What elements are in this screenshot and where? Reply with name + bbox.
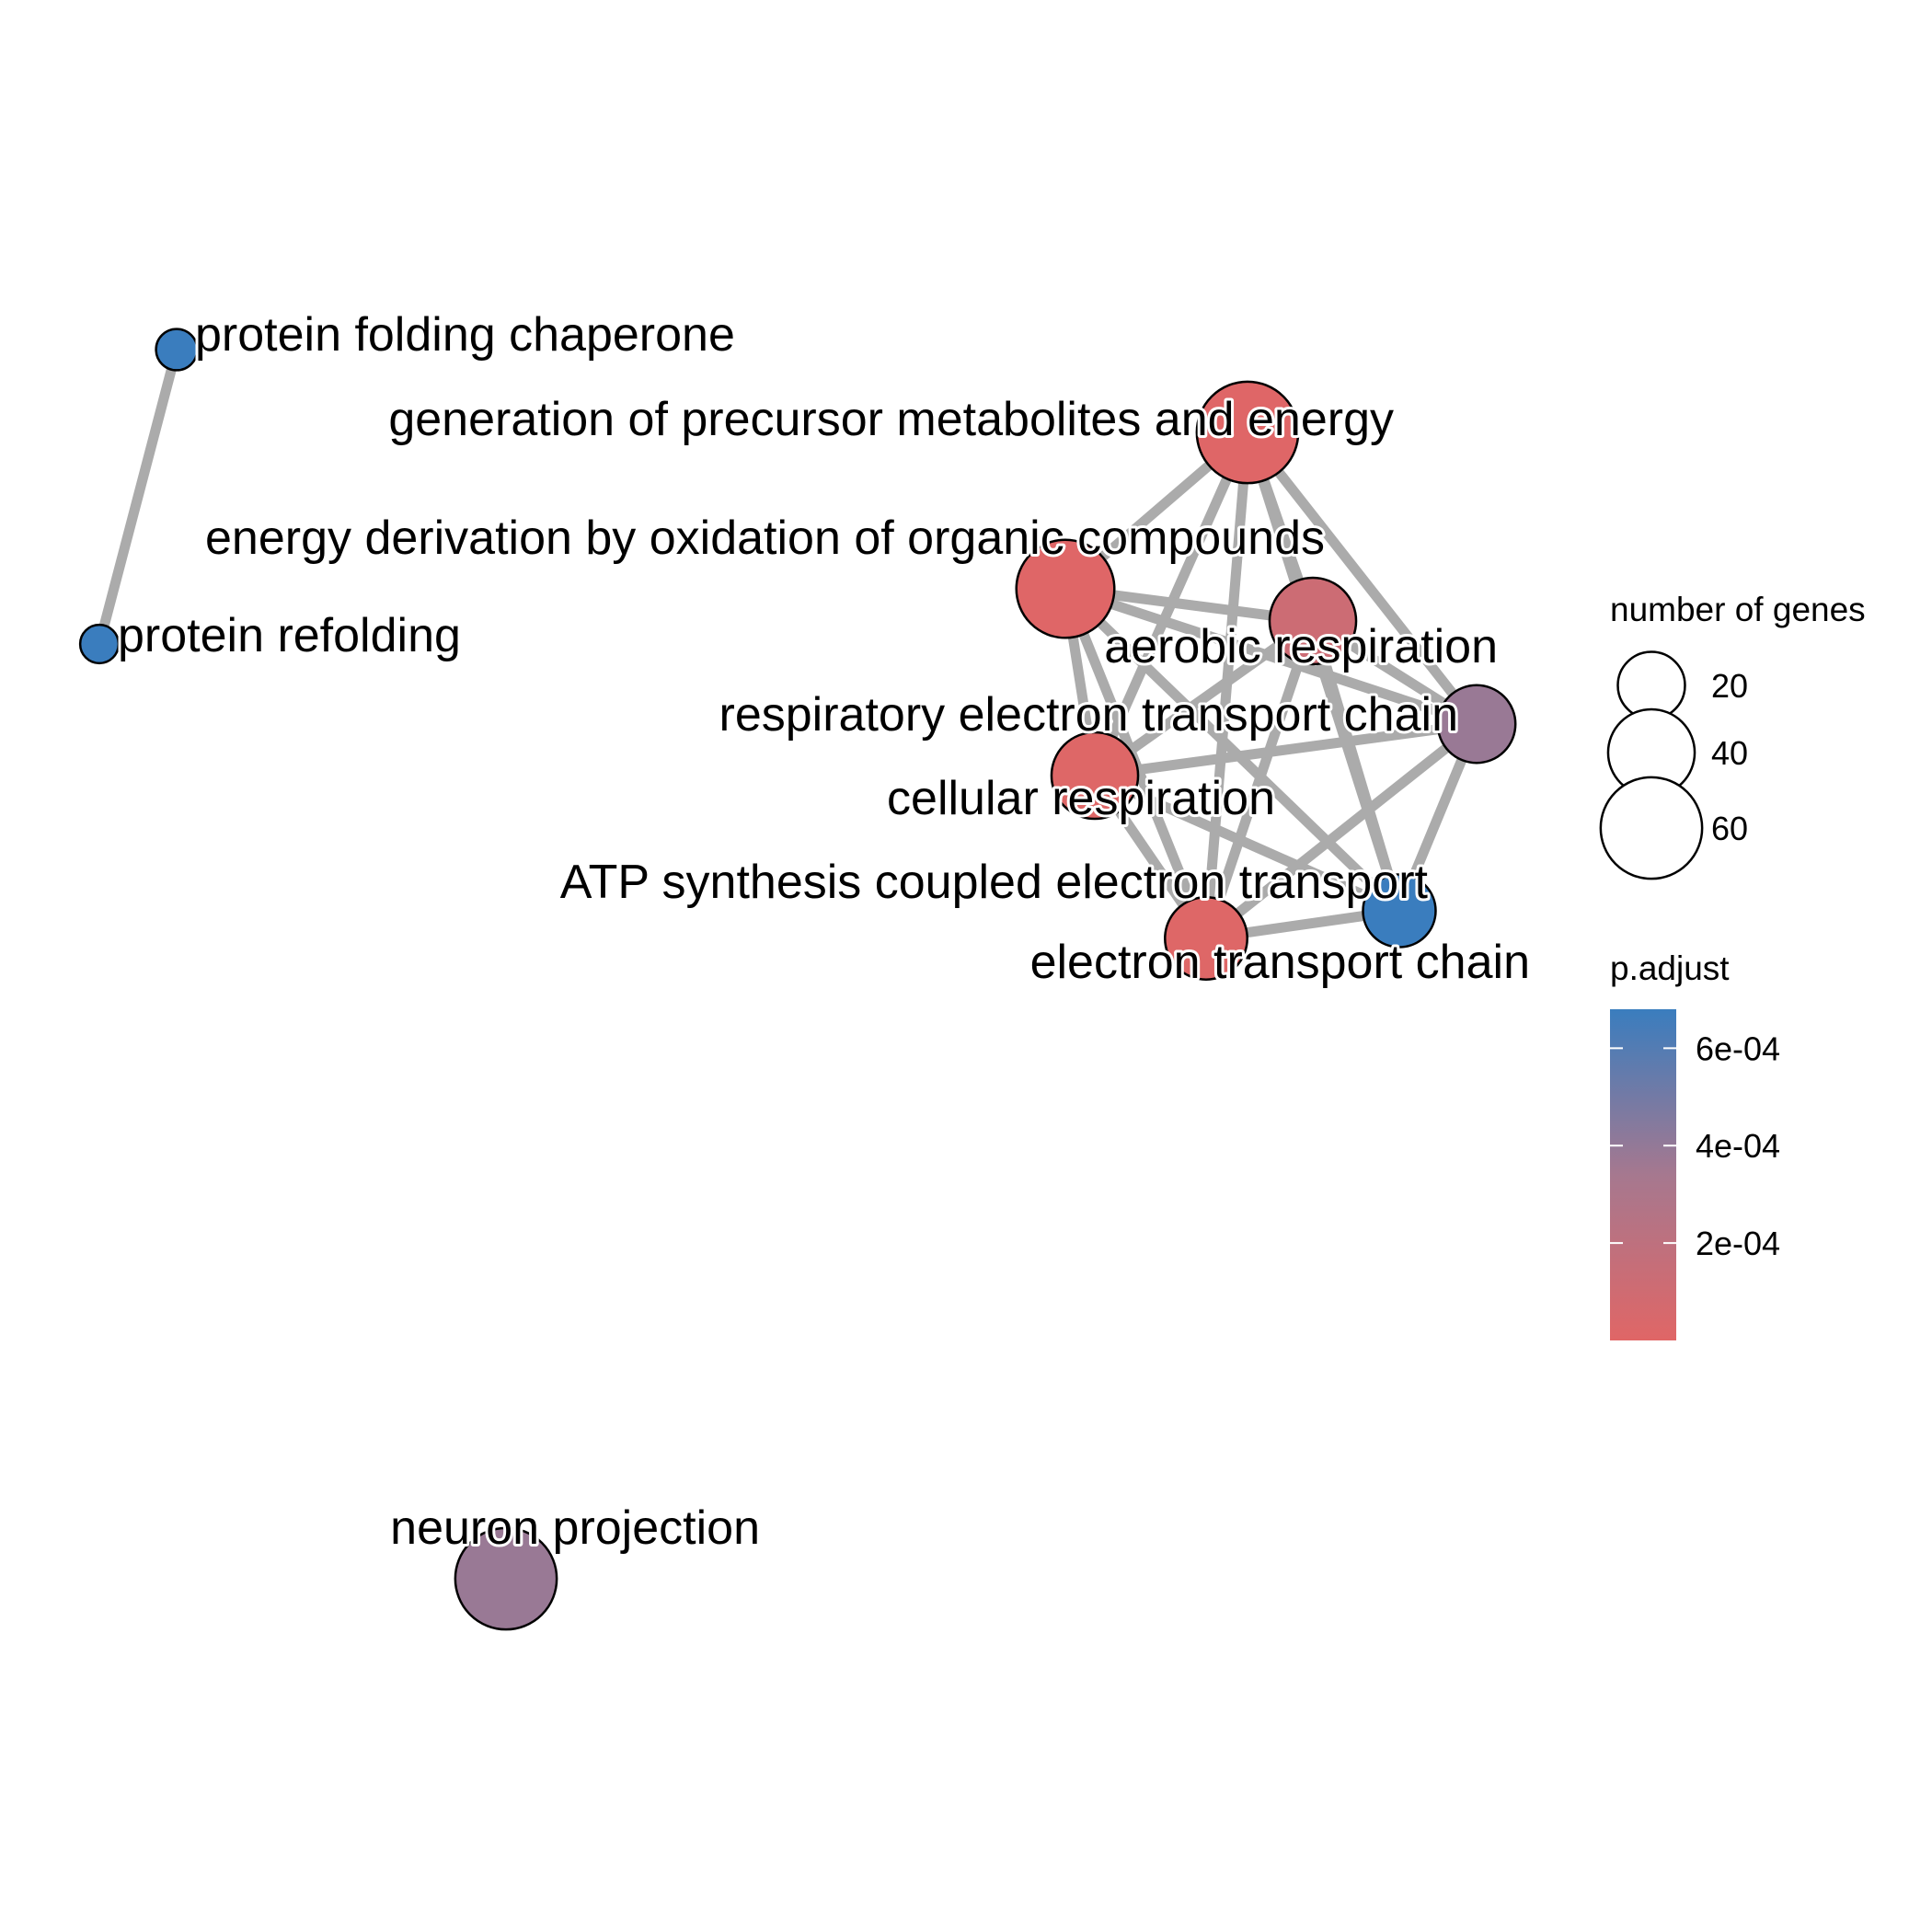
node-edo <box>1015 538 1116 639</box>
edge-aer-atp <box>1307 615 1405 916</box>
edge-gen-retc <box>1242 427 1482 730</box>
network-nodes <box>78 328 1517 1631</box>
size-legend-title: number of genes <box>1610 591 1866 628</box>
size-legend-label-60: 60 <box>1711 810 1748 847</box>
edge-retc-cr <box>1089 719 1482 781</box>
edge-retc-etc <box>1201 719 1482 944</box>
color-legend: p.adjust 6e-04 4e-04 2e-04 <box>1610 949 1780 1340</box>
node-label-cr: cellular respiration <box>887 772 1275 825</box>
color-legend-title: p.adjust <box>1610 949 1730 987</box>
node-etc <box>1164 896 1248 981</box>
node-label-pfc: protein folding chaperone <box>195 308 735 362</box>
node-atp <box>1362 873 1437 949</box>
edge-cr-atp <box>1089 770 1405 916</box>
node-label-atp: ATP synthesis coupled electron transport <box>560 856 1429 909</box>
edge-aer-cr <box>1089 615 1318 781</box>
color-legend-tick-label: 2e-04 <box>1696 1225 1780 1262</box>
node-label-gen: generation of precursor metabolites and … <box>388 393 1394 446</box>
node-aer <box>1268 576 1358 666</box>
node-cr <box>1050 730 1140 821</box>
edge-pfc-prf <box>94 344 182 650</box>
node-retc <box>1436 684 1517 765</box>
node-prf <box>78 623 121 665</box>
node-pfc <box>155 328 199 372</box>
color-legend-tick-label: 6e-04 <box>1696 1029 1780 1067</box>
node-label-retc: respiratory electron transport chain <box>719 688 1459 742</box>
node-np <box>454 1526 558 1631</box>
size-legend-label-20: 20 <box>1711 667 1748 705</box>
size-legend: number of genes 20 40 60 <box>1599 591 1866 880</box>
node-label-np: neuron projection <box>390 1501 760 1555</box>
node-label-prf: protein refolding <box>118 609 461 662</box>
network-labels: protein folding chaperone protein refoldi… <box>115 305 1533 1558</box>
size-legend-circle-60 <box>1599 776 1704 880</box>
edge-aer-etc <box>1201 615 1318 944</box>
node-label-aer: aerobic respiration <box>1104 620 1498 673</box>
edge-edo-atp <box>1060 583 1405 916</box>
node-label-etc: electron transport chain <box>1030 936 1530 989</box>
node-label-edo: energy derivation by oxidation of organi… <box>205 512 1325 565</box>
color-legend-tick-label: 4e-04 <box>1696 1127 1780 1165</box>
size-legend-label-40: 40 <box>1711 734 1748 772</box>
color-legend-gradient-bar <box>1610 1009 1676 1340</box>
node-gen <box>1195 380 1300 485</box>
